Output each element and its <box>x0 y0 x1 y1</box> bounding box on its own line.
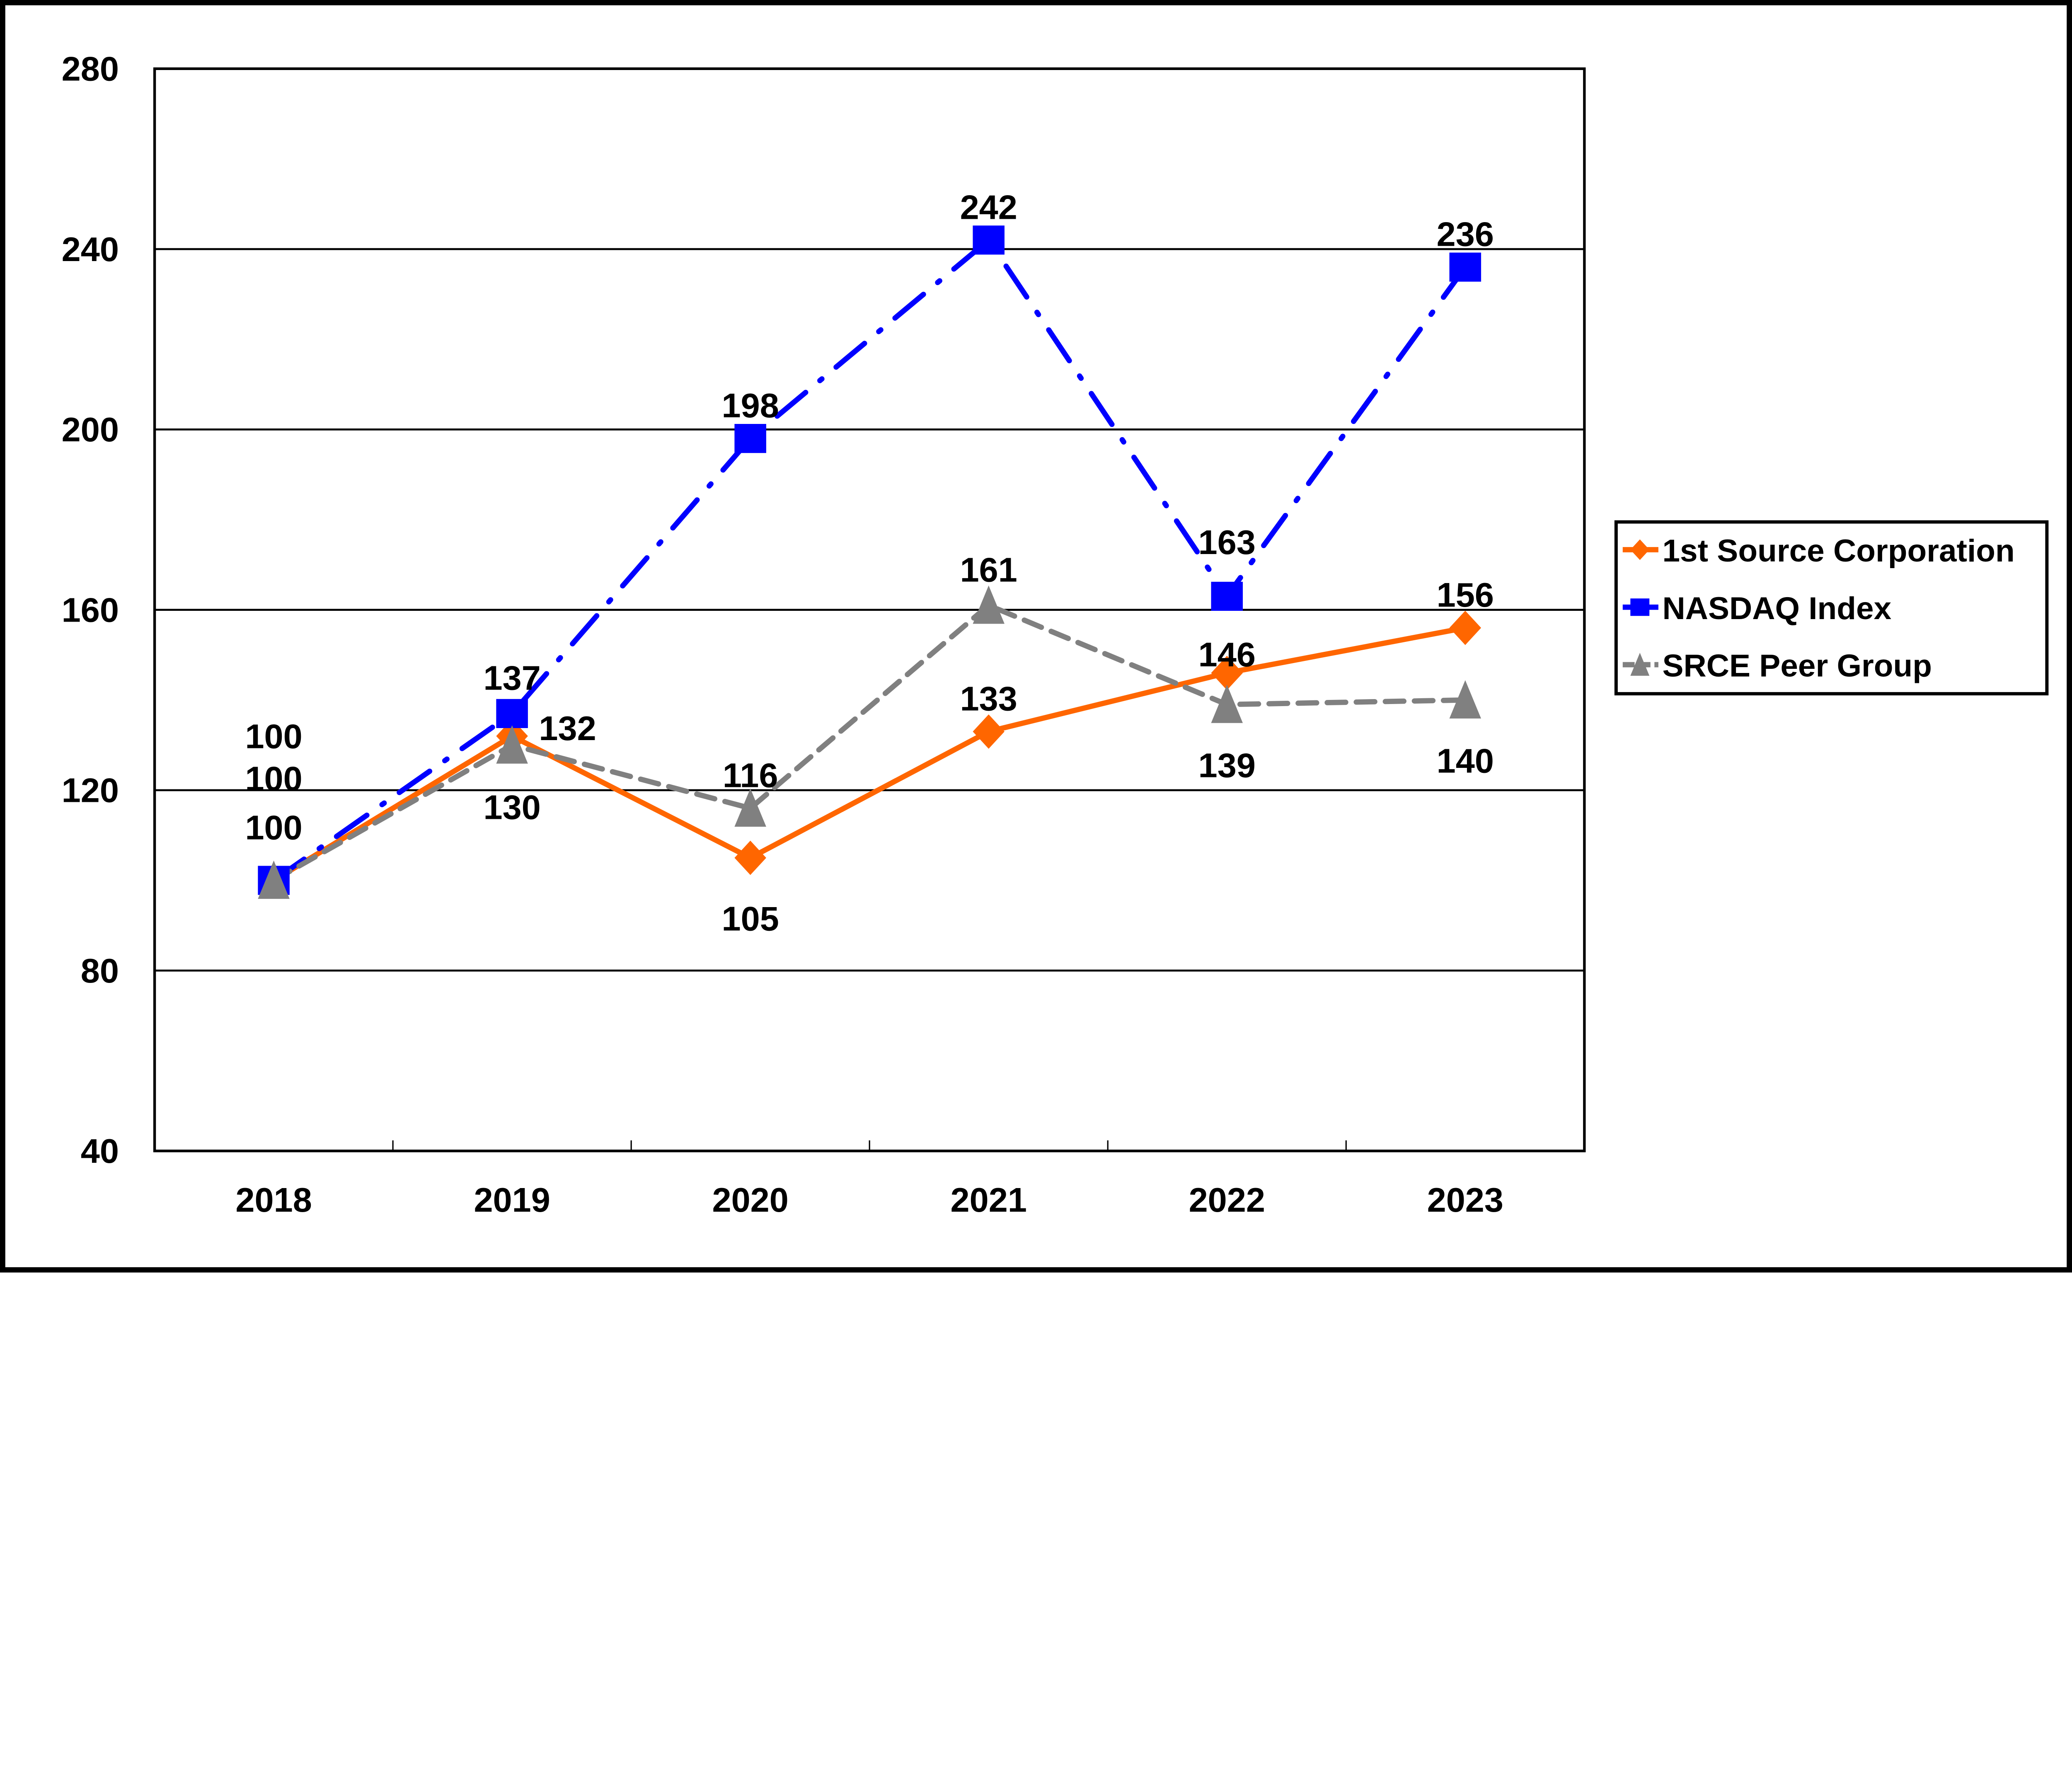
data-point-square <box>1449 252 1481 282</box>
data-label: 100 <box>245 808 302 847</box>
x-tick-label: 2021 <box>951 1181 1027 1219</box>
x-tick-label: 2023 <box>1427 1181 1503 1219</box>
data-point-square <box>496 699 528 728</box>
data-label: 132 <box>539 709 596 748</box>
data-point-triangle <box>1630 653 1650 676</box>
data-label: 146 <box>1198 635 1256 674</box>
data-point-square <box>973 225 1005 255</box>
data-label: 130 <box>483 788 540 827</box>
data-label: 105 <box>722 899 779 938</box>
data-label: 100 <box>245 717 302 756</box>
line-chart: 40 80 120 160 200 240 280 2018 2019 2020 2021 2022… <box>0 0 2072 1273</box>
data-point-square <box>1630 598 1650 616</box>
x-tick-label: 2020 <box>712 1181 788 1219</box>
data-label: 161 <box>960 550 1017 589</box>
legend-box <box>1614 520 2049 696</box>
x-tick-label: 2018 <box>235 1181 312 1219</box>
y-tick-label: 280 <box>62 50 119 88</box>
legend-label: SRCE Peer Group <box>1662 649 1932 684</box>
data-point-diamond <box>1211 656 1243 690</box>
y-tick-label: 200 <box>62 410 119 449</box>
data-label: 236 <box>1437 215 1494 254</box>
y-tick-label: 160 <box>62 591 119 629</box>
data-point-triangle <box>973 585 1005 624</box>
series-line <box>271 603 1468 883</box>
data-label: 140 <box>1437 742 1494 780</box>
x-tick-label: 2022 <box>1189 1181 1265 1219</box>
data-point-triangle <box>258 860 290 899</box>
y-tick-label: 40 <box>81 1132 119 1170</box>
series-line <box>271 625 1468 883</box>
y-tick-label: 240 <box>62 230 119 269</box>
data-point-triangle <box>496 725 528 764</box>
data-point-diamond <box>1449 610 1481 645</box>
legend: 1st Source Corporation NASDAQ Index SRCE P… <box>1614 520 2049 696</box>
data-label: 156 <box>1437 576 1494 614</box>
data-label: 116 <box>723 756 778 794</box>
legend-label: NASDAQ Index <box>1662 591 1891 626</box>
data-label: 198 <box>722 386 779 425</box>
data-point-triangle <box>1211 685 1243 723</box>
y-tick-label: 120 <box>62 771 119 810</box>
data-label: 163 <box>1198 523 1256 562</box>
data-point-square <box>734 424 766 453</box>
y-tick-label: 80 <box>81 951 119 990</box>
data-point-triangle <box>1449 680 1481 719</box>
data-point-diamond <box>1630 539 1650 560</box>
data-label: 133 <box>960 679 1017 718</box>
data-point-triangle <box>734 788 766 827</box>
data-point-square <box>1211 581 1243 611</box>
legend-label: 1st Source Corporation <box>1662 533 2014 569</box>
x-tick-label: 2019 <box>474 1181 550 1219</box>
data-label: 242 <box>960 188 1017 226</box>
data-label: 137 <box>483 658 540 697</box>
series-line <box>271 237 1468 883</box>
data-point-diamond <box>734 840 766 875</box>
data-label: 139 <box>1198 746 1256 785</box>
data-label: 100 <box>245 760 302 798</box>
